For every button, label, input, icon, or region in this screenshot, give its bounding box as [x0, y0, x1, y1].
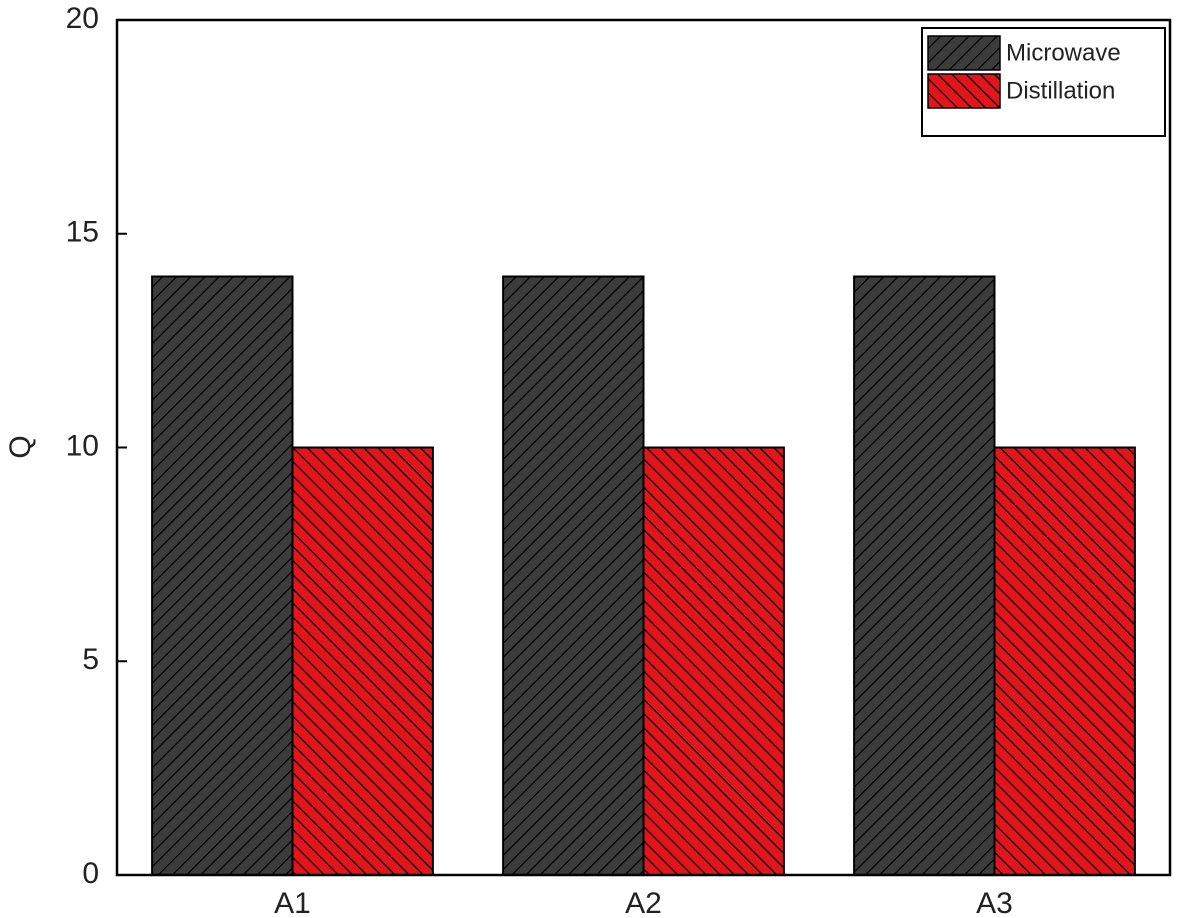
y-tick-label: 10: [66, 429, 99, 462]
y-tick-label: 15: [66, 216, 99, 249]
plot-frame: [115, 18, 1172, 877]
bar: [853, 275, 996, 876]
legend-swatch: [927, 35, 1001, 71]
legend-label: Distillation: [1006, 77, 1115, 104]
bar: [502, 275, 645, 876]
y-tick-label: 20: [66, 2, 99, 35]
x-tick-label: A1: [274, 887, 311, 918]
y-tick-label: 5: [82, 643, 99, 676]
x-tick-label: A3: [976, 887, 1013, 918]
legend-swatch: [927, 73, 1001, 109]
y-axis-label: Q: [4, 435, 37, 458]
bar: [642, 446, 785, 876]
legend-label: Microwave: [1006, 39, 1121, 66]
bar: [291, 446, 434, 876]
x-tick-label: A2: [625, 887, 662, 918]
y-tick-label: 0: [82, 857, 99, 890]
legend: Microwave Distillation: [921, 27, 1166, 137]
bar: [151, 275, 294, 876]
bar: [993, 446, 1136, 876]
